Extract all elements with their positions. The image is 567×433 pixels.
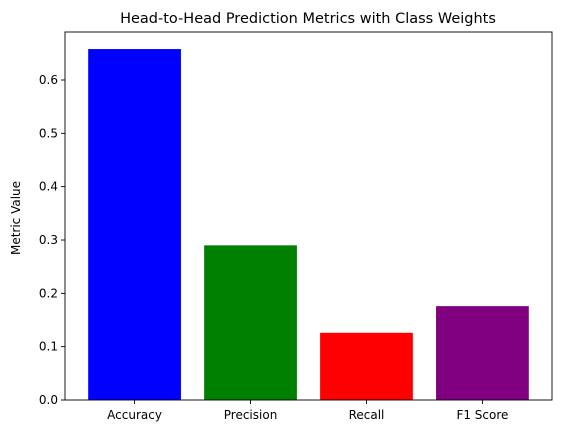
y-axis-label: Metric Value <box>9 181 23 255</box>
bar-recall <box>320 332 413 400</box>
y-tick-label: 0.0 <box>39 393 58 407</box>
chart-title: Head-to-Head Prediction Metrics with Cla… <box>120 11 496 27</box>
x-tick-label: Accuracy <box>107 408 162 422</box>
y-tick-label: 0.4 <box>39 180 58 194</box>
y-tick-label: 0.1 <box>39 340 58 354</box>
bar-f1-score <box>436 306 529 400</box>
y-tick-label: 0.3 <box>39 233 58 247</box>
bar-precision <box>204 245 297 400</box>
bar-accuracy <box>88 49 181 401</box>
plot-frame <box>64 31 553 401</box>
y-tick-label: 0.5 <box>39 126 58 140</box>
x-axis-ticks: Accuracy Precision Recall F1 Score <box>107 400 508 422</box>
y-tick-label: 0.6 <box>39 73 58 87</box>
x-tick-label: Precision <box>224 408 278 422</box>
x-tick-label: F1 Score <box>456 408 508 422</box>
x-tick-label: Recall <box>349 408 385 422</box>
y-axis-ticks: 0.0 0.1 0.2 0.3 0.4 0.5 0.6 <box>39 73 65 407</box>
bars-layer <box>88 49 529 401</box>
y-tick-label: 0.2 <box>39 286 58 300</box>
